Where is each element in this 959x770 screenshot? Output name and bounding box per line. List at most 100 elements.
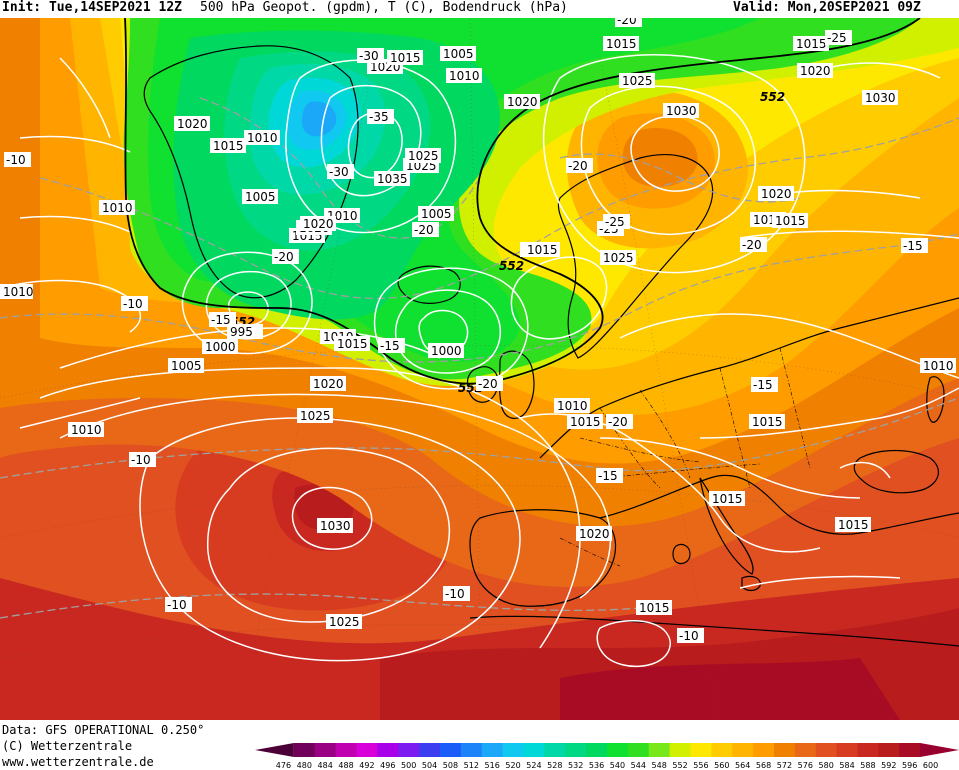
colorbar-swatch xyxy=(607,743,629,757)
colorbar-swatch xyxy=(523,743,545,757)
colorbar-tick-label: 504 xyxy=(422,761,437,770)
colorbar-tick-label: 528 xyxy=(547,761,562,770)
colorbar-swatch xyxy=(440,743,462,757)
colorbar-swatches xyxy=(255,743,959,757)
pressure-label: 1025 xyxy=(329,615,360,629)
pressure-label: 1005 xyxy=(245,190,276,204)
pressure-label: 1010 xyxy=(3,285,34,299)
colorbar-swatch xyxy=(878,743,900,757)
pressure-label: 1010 xyxy=(71,423,102,437)
colorbar-tick-label: 592 xyxy=(881,761,896,770)
temp-label: -10 xyxy=(445,587,465,601)
colorbar-tick-label: 500 xyxy=(401,761,416,770)
pressure-label: 1015 xyxy=(606,37,637,51)
pressure-label: 1020 xyxy=(177,117,208,131)
colorbar-tick-label: 524 xyxy=(526,761,541,770)
copyright-text: (C) Wetterzentrale xyxy=(2,739,133,753)
temperature-labels: -20 -25 -30 -35 -30 -20 -25 -20 -15 -10 … xyxy=(4,18,928,643)
colorbar-swatch xyxy=(335,743,357,757)
colorbar-swatch xyxy=(627,743,650,757)
pressure-label: 1030 xyxy=(666,104,697,118)
pressure-label: 1015 xyxy=(796,37,827,51)
pressure-label: 1005 xyxy=(443,47,474,61)
colorbar-swatch xyxy=(377,743,399,757)
pressure-label: 1015 xyxy=(570,415,601,429)
temp-label: -30 xyxy=(329,165,349,179)
colorbar-swatch xyxy=(753,743,775,757)
colorbar-tick-label: 496 xyxy=(380,761,395,770)
geopotential-contour xyxy=(124,18,921,385)
colorbar-swatch xyxy=(669,743,691,757)
pressure-label: 1015 xyxy=(752,415,783,429)
pressure-label: 1010 xyxy=(247,131,278,145)
init-time: Init: Tue,14SEP2021 12Z xyxy=(2,0,183,15)
colorbar-swatch xyxy=(293,743,316,757)
temp-label: -10 xyxy=(167,598,187,612)
colorbar-swatch xyxy=(460,743,483,757)
pressure-label: 1015 xyxy=(527,243,558,257)
colorbar-tick-label: 508 xyxy=(443,761,458,770)
colorbar-legend: 476 480 484 488 492 496 500 504 508 512 516 520 524 5… xyxy=(255,743,959,770)
temp-label: -10 xyxy=(679,629,699,643)
weather-map-svg: 552 552 552 552 1005 1015 1010 1020 1015… xyxy=(0,18,959,720)
temp-label: -15 xyxy=(598,469,618,483)
colorbar-tick-label: 544 xyxy=(631,761,646,770)
colorbar-swatch xyxy=(690,743,712,757)
colorbar-tick-label: 488 xyxy=(338,761,353,770)
temp-label: -20 xyxy=(414,223,434,237)
colorbar-tick-label: 564 xyxy=(735,761,750,770)
colorbar-tick-label: 512 xyxy=(464,761,479,770)
pressure-label: 1020 xyxy=(303,217,334,231)
colorbar-tick-label: 540 xyxy=(610,761,625,770)
colorbar-tick-label: 600 xyxy=(923,761,938,770)
colorbar-swatch xyxy=(544,743,566,757)
temp-label: -10 xyxy=(6,153,26,167)
pressure-label: 1000 xyxy=(205,340,236,354)
colorbar-swatch xyxy=(648,743,671,757)
temp-label: -20 xyxy=(478,377,498,391)
colorbar-swatch xyxy=(255,743,294,757)
temp-label: -20 xyxy=(742,238,762,252)
colorbar-swatch xyxy=(481,743,504,757)
pressure-label: 1030 xyxy=(865,91,896,105)
pressure-label: 1010 xyxy=(557,399,588,413)
pressure-label: 1000 xyxy=(431,344,462,358)
temp-label: -35 xyxy=(369,110,389,124)
temp-label: -20 xyxy=(274,250,294,264)
colorbar-swatch xyxy=(565,743,587,757)
colorbar-tick-label: 536 xyxy=(589,761,604,770)
pressure-label: 1015 xyxy=(337,337,368,351)
pressure-label: 1020 xyxy=(579,527,610,541)
colorbar-swatch xyxy=(794,743,817,757)
colorbar-swatch xyxy=(586,743,608,757)
pressure-label: 1015 xyxy=(775,214,806,228)
website-text: www.wetterzentrale.de xyxy=(2,755,154,769)
geopot-label: 552 xyxy=(760,90,785,104)
colorbar-labels: 476 480 484 488 492 496 500 504 508 512 516 520 524 5… xyxy=(276,761,938,770)
colorbar-swatch xyxy=(899,743,921,757)
colorbar-swatch xyxy=(836,743,858,757)
colorbar-tick-label: 548 xyxy=(652,761,667,770)
pressure-label: 1020 xyxy=(800,64,831,78)
colorbar-swatch xyxy=(711,743,733,757)
pressure-label: 1015 xyxy=(390,51,421,65)
colorbar-swatch xyxy=(398,743,420,757)
geopot-label: 552 xyxy=(499,259,524,273)
pressure-label: 1025 xyxy=(622,74,653,88)
pressure-label: 1015 xyxy=(712,492,743,506)
lat-lon-grid xyxy=(0,18,959,720)
temp-label: -20 xyxy=(608,415,628,429)
pressure-label: 1020 xyxy=(313,377,344,391)
colorbar-tick-label: 596 xyxy=(902,761,917,770)
isobar-labels: 1005 1015 1010 1020 1015 1010 1020 1030 … xyxy=(0,36,956,629)
map-header: Init: Tue,14SEP2021 12Z 500 hPa Geopot. … xyxy=(0,0,959,18)
temp-label: -10 xyxy=(131,453,151,467)
colorbar-tick-label: 480 xyxy=(297,761,312,770)
colorbar-swatch xyxy=(815,743,838,757)
colorbar-tick-label: 572 xyxy=(777,761,792,770)
pressure-label: 1010 xyxy=(102,201,133,215)
colorbar-swatch xyxy=(857,743,879,757)
pressure-label: 1015 xyxy=(838,518,869,532)
pressure-label: 1010 xyxy=(449,69,480,83)
pressure-label: 1030 xyxy=(320,519,351,533)
